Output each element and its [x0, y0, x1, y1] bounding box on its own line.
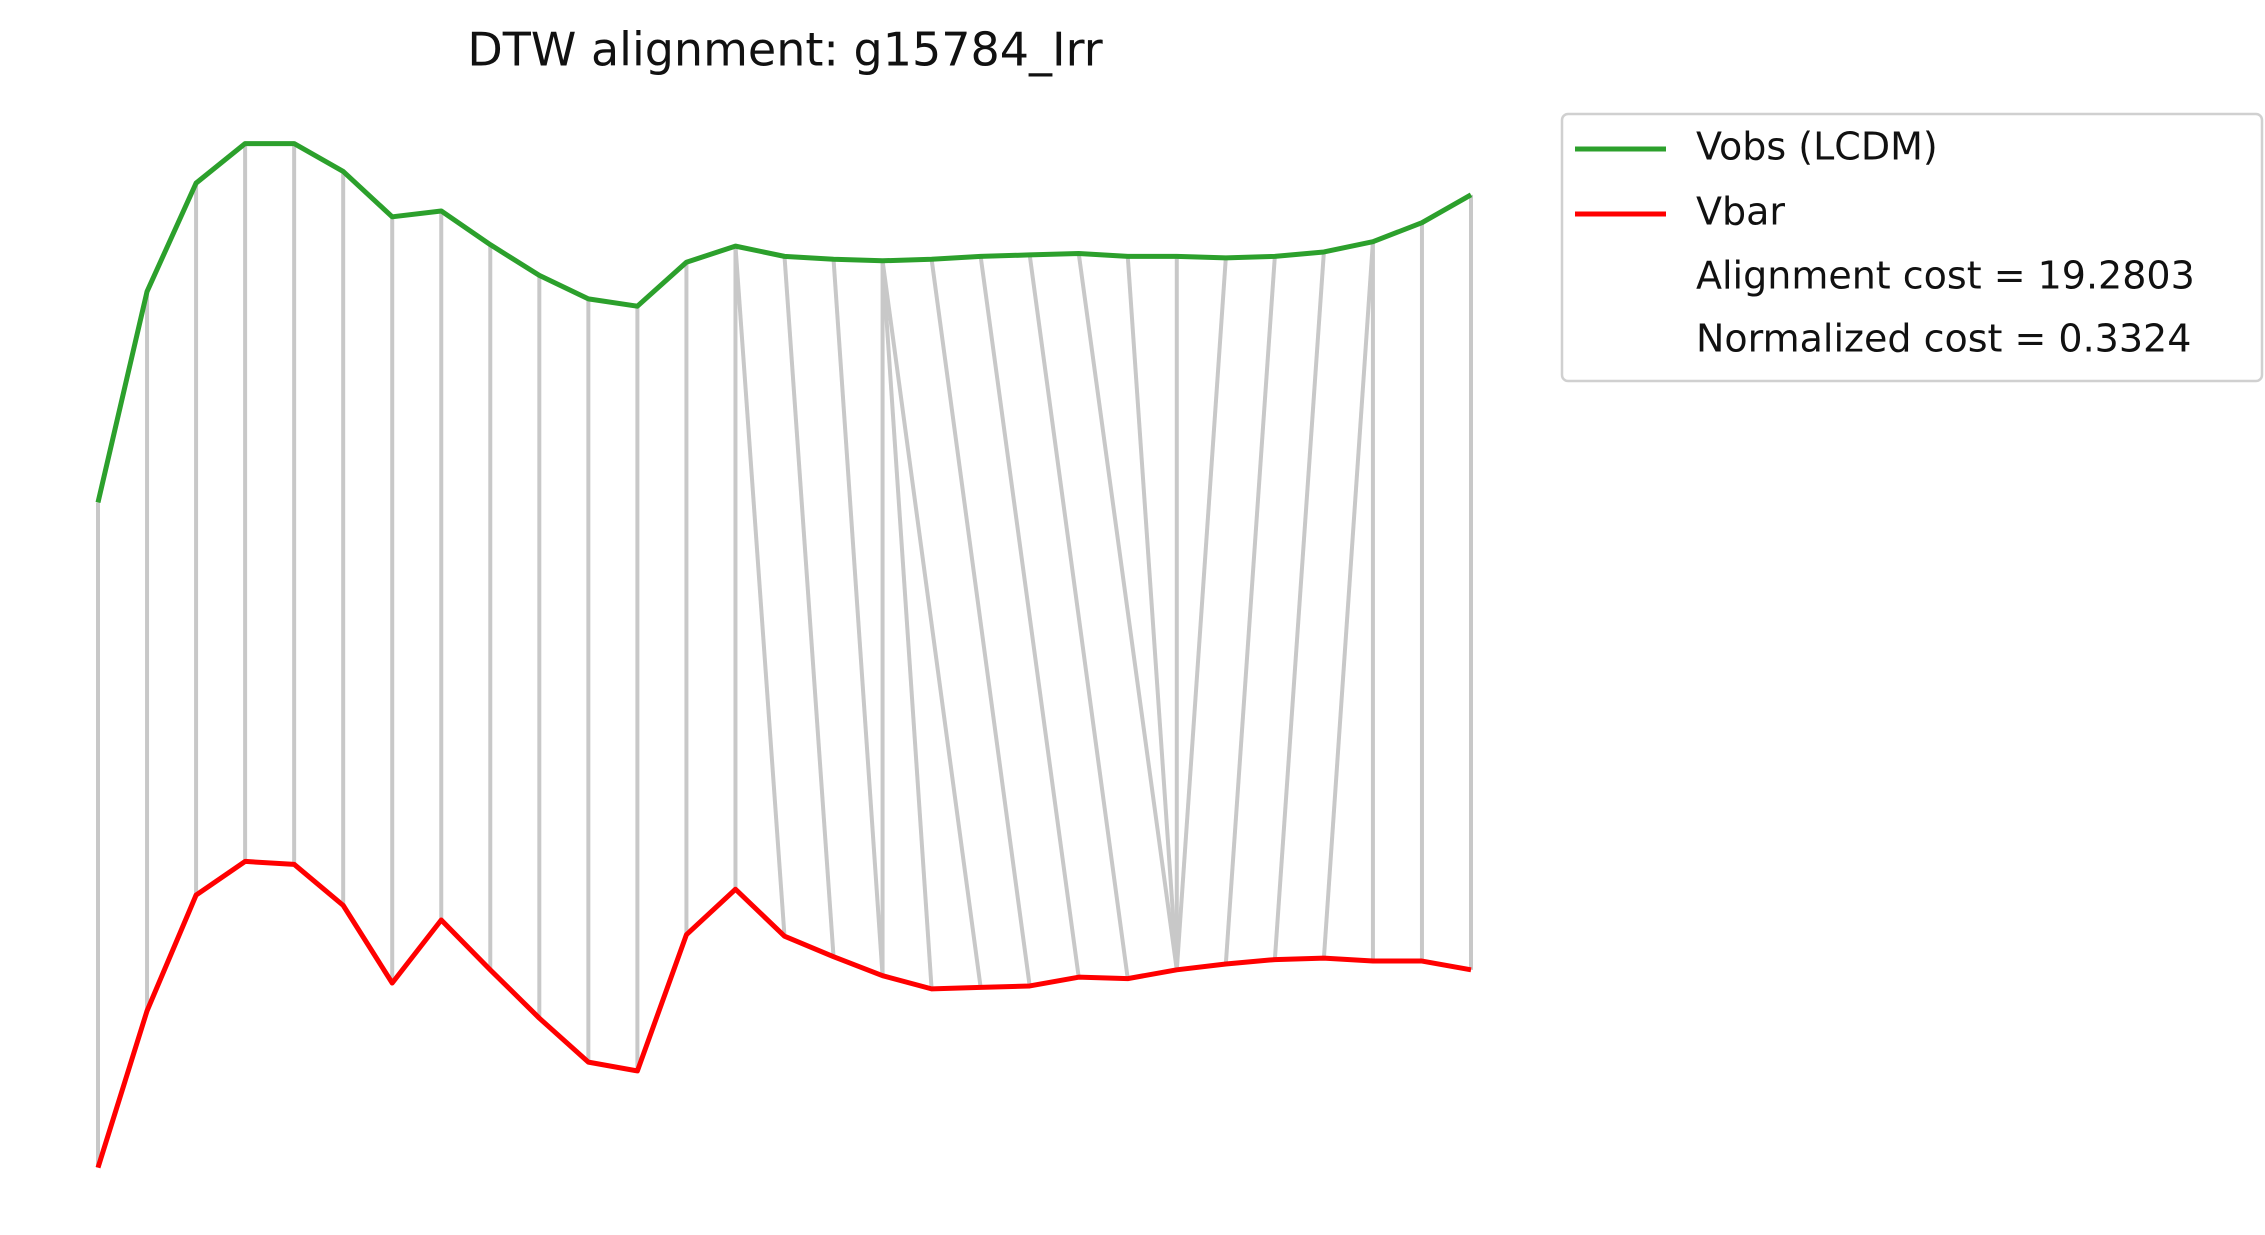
legend-box	[1560, 112, 2264, 383]
legend-annotation: Alignment cost = 19.2803	[1696, 254, 2195, 298]
alignment-line	[1321, 241, 1375, 959]
alignment-line	[733, 245, 787, 937]
alignment-line	[1076, 253, 1179, 971]
legend-label: Vbar	[1696, 190, 1785, 234]
legend-annotation: Normalized cost = 0.3324	[1696, 317, 2191, 361]
chart-title: DTW alignment: g15784_Irr	[467, 23, 1102, 77]
alignment-line	[1174, 257, 1228, 970]
alignment-line	[929, 259, 1032, 987]
alignment-line	[880, 260, 983, 988]
alignment-line	[1223, 256, 1277, 965]
series-line	[95, 141, 1473, 504]
legend-label: Vobs (LCDM)	[1696, 125, 1938, 169]
alignment-line	[1027, 254, 1130, 979]
alignment-line	[1125, 256, 1179, 970]
series-line	[95, 858, 1472, 1169]
alignment-line	[831, 259, 885, 976]
alignment-line	[1272, 251, 1326, 960]
alignment-line	[782, 256, 836, 957]
alignment-line	[880, 260, 934, 990]
alignment-line	[978, 256, 1081, 978]
